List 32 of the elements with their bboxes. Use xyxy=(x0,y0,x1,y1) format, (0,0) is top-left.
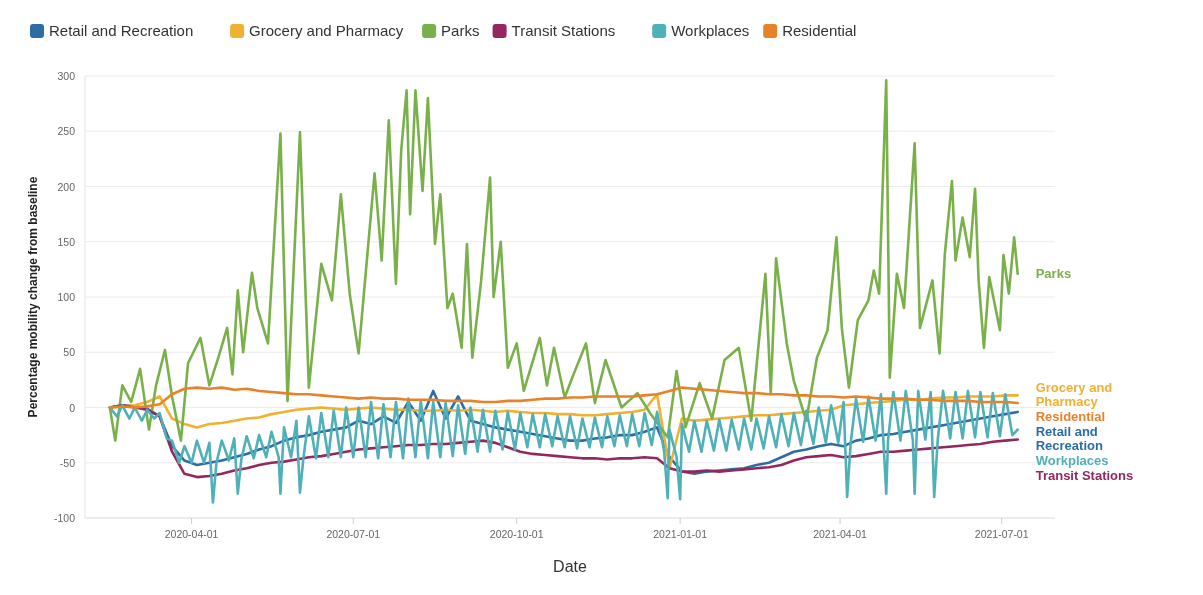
legend-label: Grocery and Pharmacy xyxy=(249,22,404,39)
y-tick-label: 100 xyxy=(57,291,76,303)
y-axis-title: Percentage mobility change from baseline xyxy=(26,176,40,418)
x-tick-label: 2021-01-01 xyxy=(653,528,708,540)
legend-label: Transit Stations xyxy=(511,22,616,39)
text: Grocery and Pharmacy xyxy=(1035,380,1113,410)
text: Transit Stations xyxy=(1035,468,1134,484)
text: Parks xyxy=(1035,265,1072,281)
y-tick-label: 200 xyxy=(57,180,76,193)
legend-label: Workplaces xyxy=(671,22,750,39)
y-tick-label: 50 xyxy=(63,346,76,359)
y-tick-label: 150 xyxy=(57,235,76,248)
line-series xyxy=(108,386,1019,409)
x-tick-label: 2020-07-01 xyxy=(326,528,381,540)
legend-label: Parks xyxy=(441,22,480,39)
x-tick-label: 2021-07-01 xyxy=(974,528,1029,540)
line-series xyxy=(108,79,1019,442)
y-tick-label: -100 xyxy=(53,512,76,524)
text: Residential xyxy=(1035,409,1106,425)
x-tick-label: 2020-10-01 xyxy=(489,528,544,540)
legend-label: Retail and Recreation xyxy=(49,22,194,39)
y-tick-label: 300 xyxy=(57,70,76,82)
x-axis-title: Date xyxy=(553,558,587,575)
y-tick-label: -50 xyxy=(59,456,76,469)
text: Workplaces xyxy=(1035,453,1109,469)
y-tick-label: 0 xyxy=(69,401,76,414)
y-tick-label: 250 xyxy=(57,125,76,138)
text: Retail and Recreation xyxy=(1035,424,1103,454)
x-tick-label: 2020-04-01 xyxy=(164,528,219,540)
line-series xyxy=(108,389,1019,504)
legend-label: Residential xyxy=(782,22,857,39)
x-tick-label: 2021-04-01 xyxy=(813,528,868,540)
